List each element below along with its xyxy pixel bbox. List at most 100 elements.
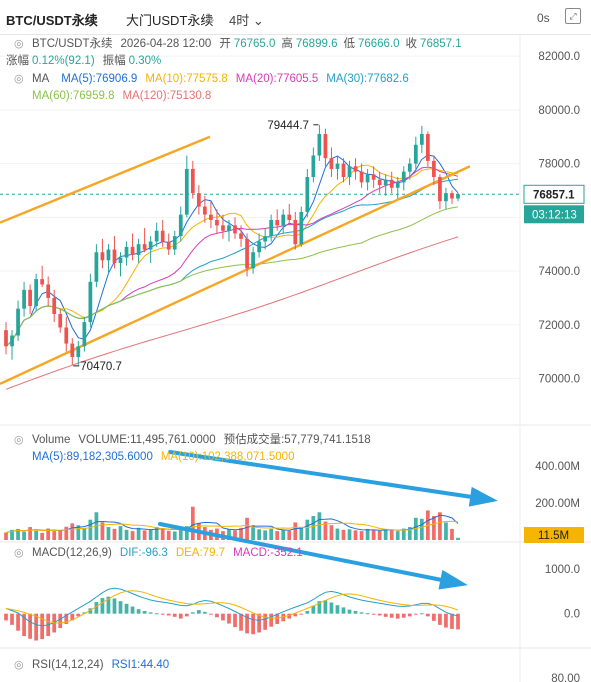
low-point-label: 70470.7 [80,361,122,373]
volume-bar [365,528,370,540]
macd-bar [383,613,388,617]
macd-bar [456,613,460,630]
macd-bar [82,612,87,614]
macd-bar [209,613,213,615]
macd-bar [148,612,153,614]
macd-bar [154,613,159,615]
ma30-value: MA(30):77682.6 [326,73,408,85]
interval-selector[interactable]: 4时 ⌄ [229,10,264,29]
candle-body [251,252,255,269]
volume-bar [28,527,32,540]
eye-icon[interactable]: ◎ [14,433,24,446]
candle-body [112,249,117,263]
macd-bar [335,605,340,614]
pencil-icon[interactable]: ✎ [205,11,216,25]
candle-body [263,236,268,242]
volume-bar [317,512,322,540]
macd-bar [341,607,346,614]
candle-body [371,174,376,180]
channel-upper-line [0,135,211,224]
candle-body [335,163,340,169]
amp-label: 振幅 [103,53,126,67]
candle-body [341,163,346,178]
ohlc-prefix: BTC/USDT永续 [32,36,113,50]
chevron-down-icon: ⌄ [252,13,264,28]
candle-body [10,335,14,347]
macd-bar [106,596,111,614]
y-tick-label: 80000.0 [538,105,580,117]
eye-icon[interactable]: ◎ [14,72,24,85]
macd-bar [10,613,14,625]
candle-body [323,134,328,159]
macd-bar [413,613,418,615]
candle-body [305,177,310,212]
y-tick-label: 74000.0 [538,266,580,278]
candle-body [389,179,394,188]
volume-bar [160,528,165,540]
volume-y-tick: 400.00M [535,461,580,473]
volume-bar [383,529,388,540]
change-value: 0.12%(92.1) [32,55,95,67]
candle-body [269,220,274,237]
candle-body [28,289,32,306]
macd-bar [407,613,412,617]
open-label: 开 [219,38,231,50]
ma20-value: MA(20):77605.5 [236,73,318,85]
macd-bar [178,613,183,619]
macd-bar [227,613,231,624]
symbol-title[interactable]: BTC/USDT永续 [6,13,98,28]
expand-icon[interactable]: ⤢ [565,8,581,24]
macd-bar [395,613,400,619]
macd-bar [76,613,81,617]
macd-bar [130,606,135,614]
ma-label: MA [32,73,50,85]
volume-bar [287,530,292,540]
volume-bar [450,528,454,540]
volume-bar [172,531,177,540]
ma60-value: MA(60):76959.8 [32,90,114,102]
volume-bar [456,537,460,540]
macd-bar [190,612,195,614]
volume-bar [377,530,382,540]
candle-body [190,168,195,194]
macd-bar [160,613,165,615]
eye-icon[interactable]: ◎ [14,546,24,559]
candle-body [160,230,165,242]
macd-bar [305,611,310,614]
macd-bar [58,613,63,628]
volume-bar [70,523,75,540]
volume-bar [335,528,340,540]
candle-body [40,279,45,285]
volume-bar [130,531,135,540]
candle-body [70,343,75,358]
y-tick-label: 72000.0 [538,320,580,332]
volume-bar [263,530,268,540]
volume-bar [395,531,400,540]
eye-icon[interactable]: ◎ [14,658,24,671]
candle-body [148,241,153,250]
macd-bar [287,613,292,619]
candle-body [239,233,243,239]
candle-body [94,252,99,282]
volume-tag [524,527,584,543]
macd-bar [172,613,177,617]
candle-body [299,211,304,245]
ma5-value: MA(5):76906.9 [61,73,137,85]
macd-bar [28,613,32,639]
candle-body [64,327,69,344]
volume-bar [4,532,8,540]
candle-body [154,230,159,242]
volume-bar [190,506,195,540]
volume-bar [419,518,424,540]
vol-ma10: MA(10):102,388,071.5000 [161,451,295,463]
macd-bar [444,613,448,628]
macd-bar [124,603,129,614]
eye-icon[interactable]: ◎ [14,37,24,50]
candle-body [136,244,141,255]
volume-bar [281,529,286,540]
rsi1-value: RSI1:44.40 [112,659,170,671]
